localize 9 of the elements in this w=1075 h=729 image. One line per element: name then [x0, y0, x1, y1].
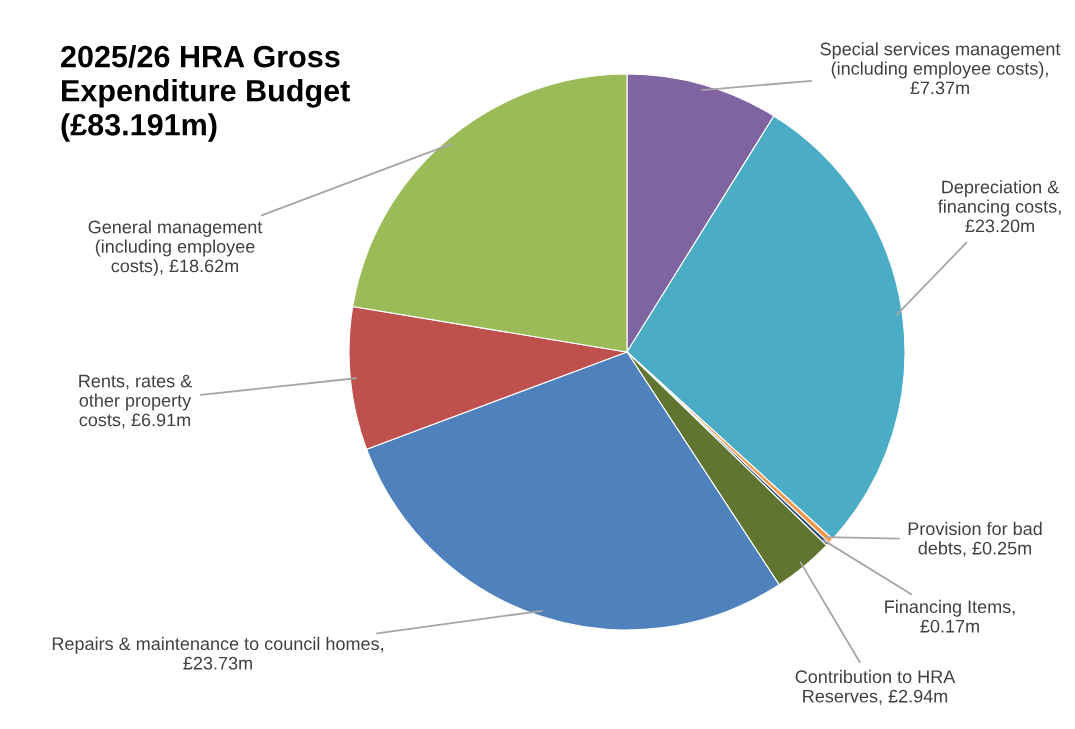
slice-label: Financing Items, £0.17m [885, 599, 1015, 633]
slice-label: Special services management (including employee costs), £7.37m [820, 42, 1061, 95]
slice-label: Repairs & maintenance to council homes, £23.73m [52, 636, 383, 670]
slice-label: Rents, rates & other property costs, £6.91m [79, 374, 192, 429]
slice-label: Depreciation & financing costs, £23.20m [938, 180, 1061, 233]
text: 2025/26 HRA Gross Expenditure Budget (£83.191m) [61, 45, 350, 142]
slice-label: General management (including employee costs), £18.62m [88, 220, 263, 276]
slice-label: Provision for bad debts, £0.25m [908, 521, 1042, 557]
slice-label: Contribution to HRA Reserves, £2.94m [795, 669, 956, 705]
